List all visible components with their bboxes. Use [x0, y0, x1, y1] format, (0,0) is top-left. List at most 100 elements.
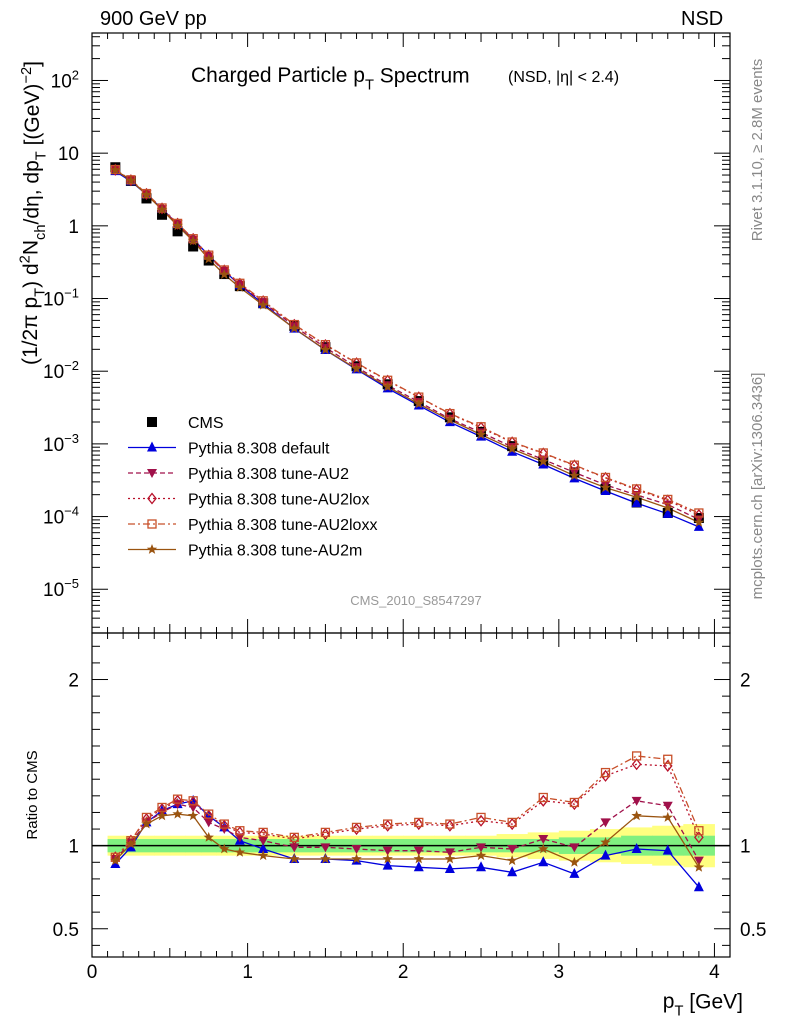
ratio-point-pythia-8-308-tune-au2m [351, 853, 362, 864]
y-tick-label: 102 [51, 67, 79, 92]
ratio-point-pythia-8-308-tune-au2m [538, 843, 549, 854]
ratio-point-pythia-8-308-tune-au2loxx [663, 754, 673, 764]
data-point-pythia-8-308-tune-au2m [538, 456, 549, 467]
ratio-point-pythia-8-308-tune-au2m [110, 855, 121, 866]
ratio-point-pythia-8-308-default [569, 867, 580, 878]
ratio-point-pythia-8-308-tune-au2lox [476, 814, 486, 827]
x-tick-label: 3 [554, 962, 565, 983]
ratio-point-pythia-8-308-tune-au2loxx [188, 796, 198, 806]
ratio-point-pythia-8-308-tune-au2m [413, 853, 424, 864]
legend-marker-pythia-8-308-tune-au2m [146, 544, 158, 554]
data-point-pythia-8-308-default [600, 484, 611, 495]
ratio-point-pythia-8-308-tune-au2lox [203, 809, 214, 822]
ratio-point-pythia-8-308-default [258, 843, 269, 853]
legend-marker-pythia-8-308-tune-au2 [147, 469, 157, 478]
data-point-pythia-8-308-tune-au2m [600, 482, 611, 493]
ratio-point-pythia-8-308-tune-au2loxx [258, 827, 268, 838]
data-point-pythia-8-308-tune-au2m [382, 381, 393, 392]
y-axis-label: (1/2π pT) d2Nch/dη, dpT [(GeV)−2] [17, 61, 49, 365]
ratio-point-pythia-8-308-tune-au2loxx [204, 809, 214, 819]
analysis-watermark: CMS_2010_S8547297 [350, 593, 482, 608]
x-tick-label: 1 [242, 962, 253, 983]
x-axis-label: pT [GeV] [663, 990, 743, 1019]
ratio-point-pythia-8-308-tune-au2m [257, 850, 269, 861]
y-tick-label: 10 [58, 144, 79, 165]
ratio-point-pythia-8-308-tune-au2lox [694, 831, 704, 844]
chart-subtitle: (NSD, |η| < 2.4) [508, 69, 619, 86]
data-point-pythia-8-308-default [662, 507, 673, 518]
rivet-version-label: Rivet 3.1.10, ≥ 2.8M events [749, 59, 766, 242]
ratio-point-pythia-8-308-tune-au2loxx [694, 826, 704, 836]
ratio-point-pythia-8-308-tune-au2m [156, 810, 168, 821]
header-left-label: 900 GeV pp [100, 8, 207, 30]
ratio-point-pythia-8-308-tune-au2m [187, 810, 199, 821]
data-point-pythia-8-308-tune-au2m [219, 269, 230, 279]
ratio-point-pythia-8-308-tune-au2m [219, 843, 230, 854]
ratio-point-pythia-8-308-tune-au2m [172, 808, 183, 819]
data-point-pythia-8-308-tune-au2m [506, 443, 518, 454]
ratio-point-pythia-8-308-default [413, 861, 424, 872]
ratio-point-pythia-8-308-tune-au2m [475, 850, 487, 861]
data-point-cms [172, 226, 183, 237]
data-point-pythia-8-308-tune-au2m [203, 253, 214, 264]
legend-label-pythia-8-308-tune-au2m: Pythia 8.308 tune-AU2m [188, 543, 362, 560]
ratio-point-pythia-8-308-tune-au2m [203, 831, 214, 842]
ratio-point-pythia-8-308-tune-au2loxx [320, 827, 331, 838]
ratio-point-pythia-8-308-tune-au2 [382, 846, 393, 856]
data-point-pythia-8-308-default [631, 497, 642, 508]
legend-marker-cms [147, 417, 157, 427]
data-point-pythia-8-308-tune-au2m [110, 164, 121, 175]
series-line-pythia-8-308-tune-au2lox [114, 169, 700, 516]
data-point-pythia-8-308-tune-au2m [662, 502, 673, 513]
ratio-point-pythia-8-308-default [507, 866, 518, 877]
ratio-y-tick-label: 1 [68, 837, 79, 858]
legend-label-pythia-8-308-tune-au2: Pythia 8.308 tune-AU2 [188, 466, 349, 483]
ratio-point-pythia-8-308-tune-au2 [289, 843, 300, 853]
ratio-point-pythia-8-308-tune-au2 [631, 796, 642, 806]
legend-marker-pythia-8-308-tune-au2lox [147, 492, 157, 505]
x-tick-label: 4 [709, 962, 720, 983]
ratio-point-pythia-8-308-tune-au2loxx [538, 792, 548, 803]
data-point-pythia-8-308-tune-au2m [631, 491, 642, 502]
ratio-point-pythia-8-308-tune-au2loxx [289, 832, 299, 843]
ratio-point-pythia-8-308-tune-au2m [506, 855, 518, 866]
ratio-point-pythia-8-308-tune-au2lox [188, 796, 198, 809]
y-tick-label: 10−1 [43, 286, 79, 311]
data-point-pythia-8-308-tune-au2loxx [600, 472, 611, 483]
ratio-point-pythia-8-308-tune-au2 [507, 845, 518, 854]
data-point-pythia-8-308-tune-au2m [172, 220, 183, 231]
data-point-pythia-8-308-tune-au2loxx [569, 460, 580, 470]
ratio-point-pythia-8-308-tune-au2lox [600, 769, 611, 782]
ratio-point-pythia-8-308-tune-au2m [141, 818, 152, 829]
ratio-point-pythia-8-308-tune-au2m [600, 836, 611, 847]
ratio-point-pythia-8-308-tune-au2 [693, 856, 704, 866]
ratio-point-pythia-8-308-tune-au2lox [351, 823, 362, 836]
data-point-pythia-8-308-tune-au2lox [141, 187, 152, 200]
legend-label-cms: CMS [188, 415, 224, 432]
ratio-point-pythia-8-308-default [631, 843, 642, 853]
ratio-point-pythia-8-308-tune-au2lox [569, 798, 580, 811]
ratio-point-pythia-8-308-tune-au2lox [631, 758, 642, 771]
ratio-point-pythia-8-308-tune-au2loxx [569, 797, 580, 808]
data-point-pythia-8-308-tune-au2m [475, 429, 487, 440]
ratio-point-pythia-8-308-default [693, 881, 704, 892]
ratio-y-axis-label: Ratio to CMS [24, 750, 41, 839]
mcplots-source-label: mcplots.cern.ch [arXiv:1306.3436] [749, 373, 766, 600]
ratio-point-pythia-8-308-tune-au2lox [219, 819, 230, 832]
ratio-point-pythia-8-308-default [662, 844, 673, 855]
ratio-y-tick-label: 2 [68, 671, 79, 692]
data-point-pythia-8-308-tune-au2m [156, 204, 168, 215]
ratio-line-pythia-8-308-tune-au2 [114, 800, 700, 861]
ratio-point-pythia-8-308-tune-au2 [600, 818, 611, 828]
ratio-point-pythia-8-308-tune-au2loxx [351, 822, 362, 833]
ratio-point-pythia-8-308-tune-au2 [569, 843, 580, 853]
ratio-point-pythia-8-308-default [382, 859, 393, 870]
y-tick-label: 10−4 [43, 504, 79, 529]
ratio-point-pythia-8-308-tune-au2m [382, 853, 393, 864]
ratio-point-pythia-8-308-tune-au2loxx [600, 767, 611, 778]
y-tick-label: 10−5 [43, 576, 79, 601]
ratio-point-pythia-8-308-tune-au2 [413, 846, 424, 856]
ratio-point-pythia-8-308-tune-au2m [289, 853, 300, 864]
data-point-pythia-8-308-tune-au2lox [157, 202, 167, 215]
